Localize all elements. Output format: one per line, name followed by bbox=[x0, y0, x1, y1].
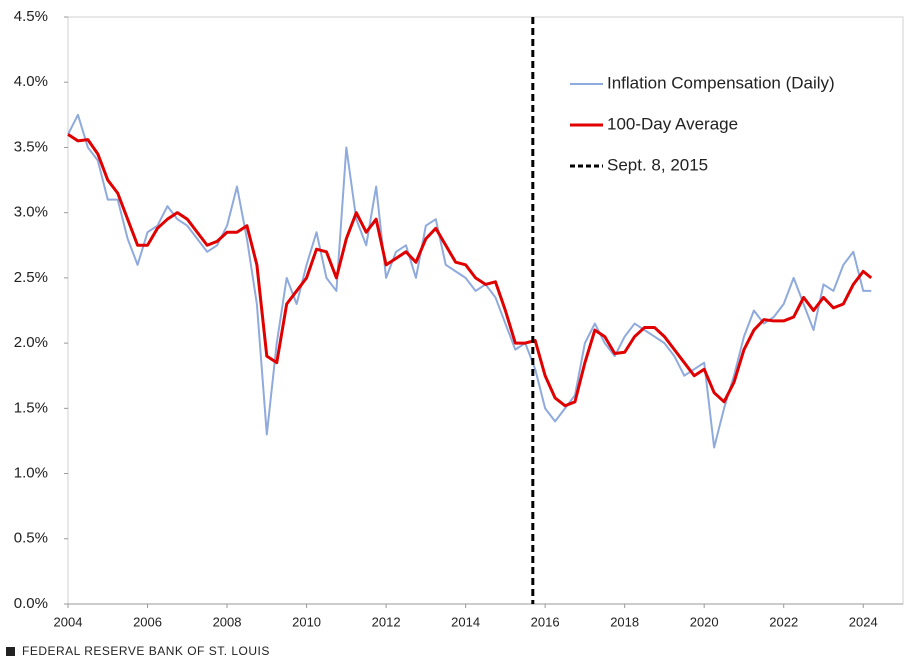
y-tick-label: 4.0% bbox=[14, 73, 48, 90]
y-tick-label: 1.0% bbox=[14, 465, 48, 482]
y-tick-label: 0.0% bbox=[14, 595, 48, 612]
y-tick-label: 2.5% bbox=[14, 269, 48, 286]
y-tick-label: 3.5% bbox=[14, 138, 48, 155]
x-tick-label: 2008 bbox=[213, 614, 242, 629]
footer: FEDERAL RESERVE BANK OF ST. LOUIS bbox=[22, 644, 270, 658]
y-tick-label: 4.5% bbox=[14, 8, 48, 25]
x-tick-label: 2006 bbox=[133, 614, 162, 629]
x-tick-label: 2014 bbox=[451, 614, 480, 629]
legend-label: 100-Day Average bbox=[607, 114, 738, 133]
x-tick-label: 2018 bbox=[610, 614, 639, 629]
x-tick-label: 2024 bbox=[849, 614, 878, 629]
y-tick-label: 1.5% bbox=[14, 399, 48, 416]
legend-label: Inflation Compensation (Daily) bbox=[607, 73, 835, 92]
x-tick-label: 2022 bbox=[769, 614, 798, 629]
x-tick-label: 2012 bbox=[372, 614, 401, 629]
legend-label: Sept. 8, 2015 bbox=[607, 155, 708, 174]
series-line bbox=[67, 133, 873, 408]
y-tick-label: 2.0% bbox=[14, 334, 48, 351]
y-tick-label: 3.0% bbox=[14, 204, 48, 221]
footer-icon bbox=[6, 647, 15, 656]
x-tick-label: 2016 bbox=[531, 614, 560, 629]
y-tick-label: 0.5% bbox=[14, 530, 48, 547]
x-tick-label: 2020 bbox=[690, 614, 719, 629]
x-tick-label: 2010 bbox=[292, 614, 321, 629]
x-tick-label: 2004 bbox=[54, 614, 83, 629]
series-line bbox=[67, 113, 872, 449]
